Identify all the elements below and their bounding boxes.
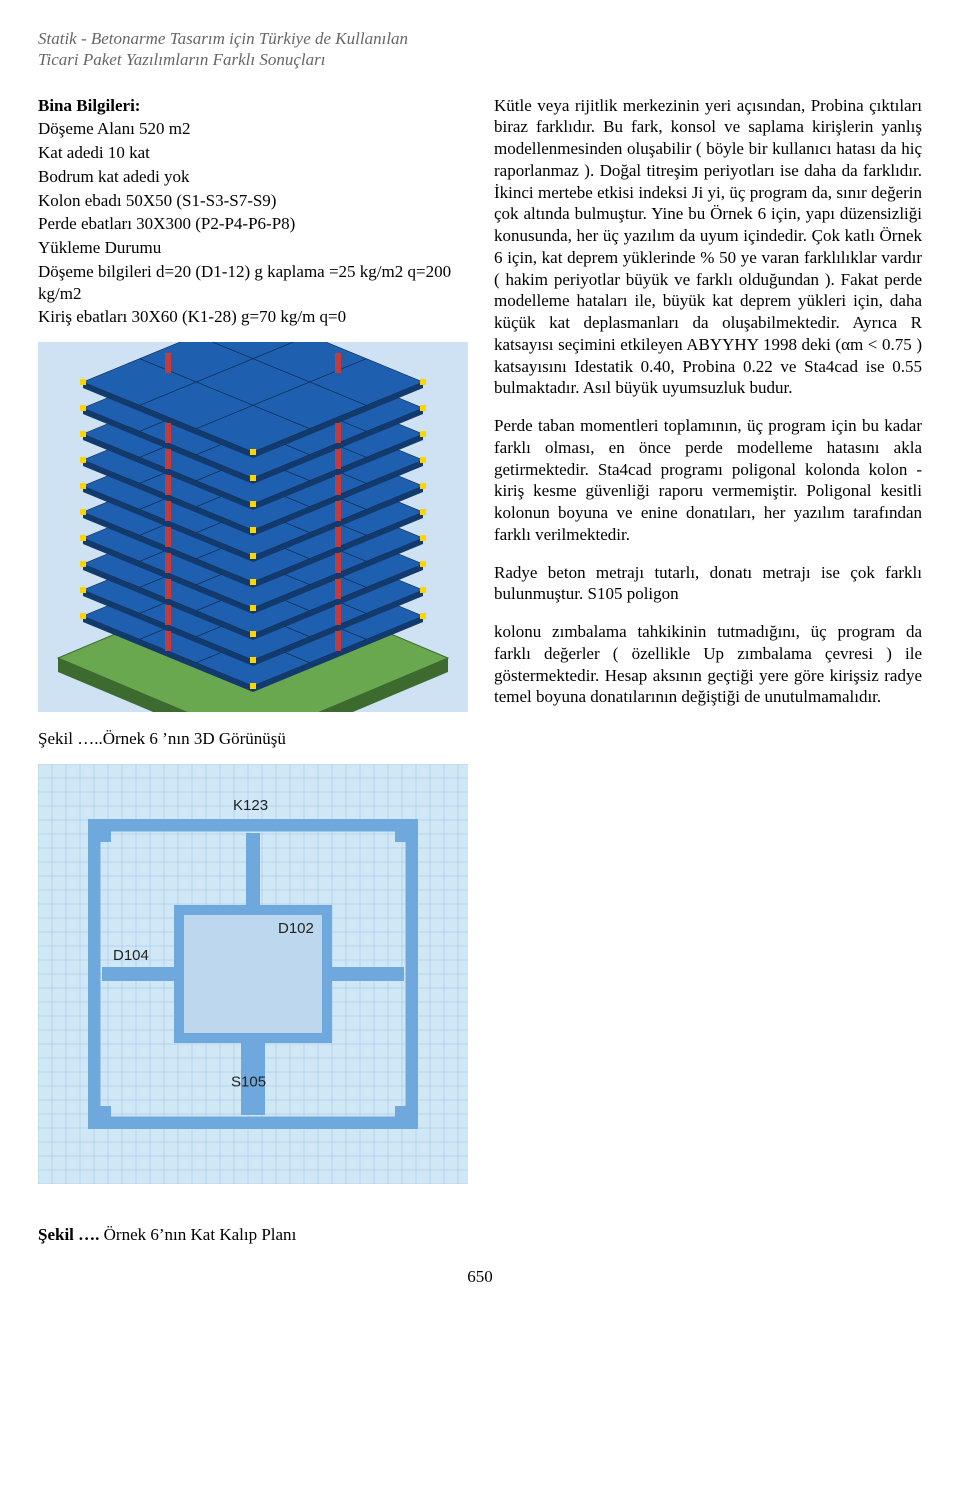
right-column: Kütle veya rijitlik merkezinin yeri açıs… — [494, 95, 922, 1184]
figure-3d-building — [38, 342, 468, 712]
body-paragraph: Kütle veya rijitlik merkezinin yeri açıs… — [494, 95, 922, 400]
left-column: Bina Bilgileri: Döşeme Alanı 520 m2 Kat … — [38, 95, 468, 1184]
building-info-item: Döşeme Alanı 520 m2 — [38, 118, 468, 140]
figure-plan-caption: Şekil …. Örnek 6’nın Kat Kalıp Planı — [38, 1224, 922, 1246]
svg-text:D102: D102 — [278, 920, 314, 937]
caption-prefix: Şekil ….. — [38, 729, 103, 748]
two-column-layout: Bina Bilgileri: Döşeme Alanı 520 m2 Kat … — [38, 95, 922, 1184]
caption-prefix: Şekil …. — [38, 1225, 99, 1244]
building-info-item: Döşeme bilgileri d=20 (D1-12) g kaplama … — [38, 261, 468, 305]
header-line-2: Ticari Paket Yazılımların Farklı Sonuçla… — [38, 49, 922, 70]
caption-text: Örnek 6’nın Kat Kalıp Plan — [99, 1225, 291, 1244]
building-info-item: Perde ebatları 30X300 (P2-P4-P6-P8) — [38, 213, 468, 235]
body-paragraph: Radye beton metrajı tutarlı, donatı metr… — [494, 562, 922, 606]
header-line-1: Statik - Betonarme Tasarım için Türkiye … — [38, 28, 922, 49]
svg-text:D104: D104 — [113, 947, 149, 964]
caption-suffix: ı — [292, 1225, 297, 1244]
building-info-block: Bina Bilgileri: Döşeme Alanı 520 m2 Kat … — [38, 95, 468, 329]
svg-text:S105: S105 — [231, 1073, 266, 1090]
svg-text:K123: K123 — [233, 797, 268, 814]
figure-3d-caption: Şekil …..Örnek 6 ’nın 3D Görünüşü — [38, 728, 468, 750]
body-paragraph: kolonu zımbalama tahkikinin tutmadığını,… — [494, 621, 922, 708]
body-paragraph: Perde taban momentleri toplamının, üç pr… — [494, 415, 922, 546]
building-info-item: Kolon ebadı 50X50 (S1-S3-S7-S9) — [38, 190, 468, 212]
building-info-title: Bina Bilgileri: — [38, 96, 140, 115]
building-info-item: Kat adedi 10 kat — [38, 142, 468, 164]
running-header: Statik - Betonarme Tasarım için Türkiye … — [38, 28, 922, 71]
building-info-item: Yükleme Durumu — [38, 237, 468, 259]
building-info-item: Bodrum kat adedi yok — [38, 166, 468, 188]
caption-text: Örnek 6 ’nın 3D Görünüşü — [103, 729, 286, 748]
building-info-item: Kiriş ebatları 30X60 (K1-28) g=70 kg/m q… — [38, 306, 468, 328]
figure-plan: K123 D102 D104 S105 — [38, 764, 468, 1184]
figure-plan-wrap: K123 D102 D104 S105 — [38, 764, 468, 1184]
page-number: 650 — [38, 1266, 922, 1288]
